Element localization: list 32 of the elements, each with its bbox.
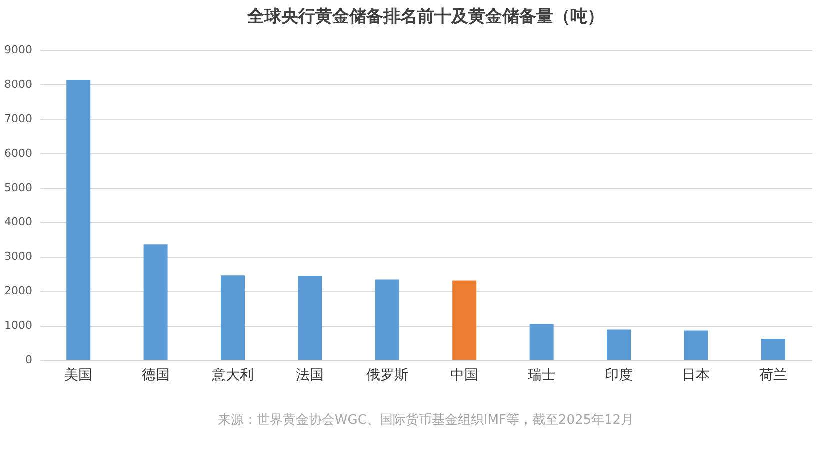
y-tick-label: 1000 <box>4 319 32 332</box>
bar <box>530 324 554 360</box>
y-tick-label: 0 <box>26 354 32 366</box>
bar <box>607 330 631 360</box>
bar <box>66 80 91 360</box>
bar <box>684 330 708 360</box>
x-tick-label: 瑞士 <box>528 368 556 384</box>
x-tick-label: 意大利 <box>211 368 254 384</box>
x-tick-label: 荷兰 <box>759 368 788 384</box>
x-tick-label: 美国 <box>64 368 93 384</box>
y-tick-label: 8000 <box>4 78 32 91</box>
bar <box>298 276 322 360</box>
x-tick-label: 德国 <box>142 368 170 384</box>
y-tick-label: 5000 <box>4 181 32 194</box>
x-tick-label: 俄罗斯 <box>366 368 408 384</box>
source-note: 来源：世界黄金协会WGC、国际货币基金组织IMF等，截至2025年12月 <box>218 413 634 428</box>
bar <box>144 244 168 360</box>
x-tick-label: 日本 <box>682 368 710 384</box>
y-tick-label: 3000 <box>4 250 32 264</box>
y-tick-label: 9000 <box>4 44 32 56</box>
y-tick-label: 4000 <box>4 216 32 229</box>
y-tick-label: 7000 <box>4 112 32 126</box>
bar <box>221 276 245 360</box>
x-tick-label: 中国 <box>450 368 479 384</box>
chart-title: 全球央行黄金储备排名前十及黄金储备量（吨） <box>246 7 604 27</box>
x-tick-label: 法国 <box>296 368 324 384</box>
bar <box>375 280 400 360</box>
bar <box>452 280 477 360</box>
y-tick-label: 6000 <box>4 146 32 160</box>
y-tick-label: 2000 <box>4 284 32 298</box>
bar <box>761 338 786 360</box>
x-tick-label: 印度 <box>605 368 633 384</box>
